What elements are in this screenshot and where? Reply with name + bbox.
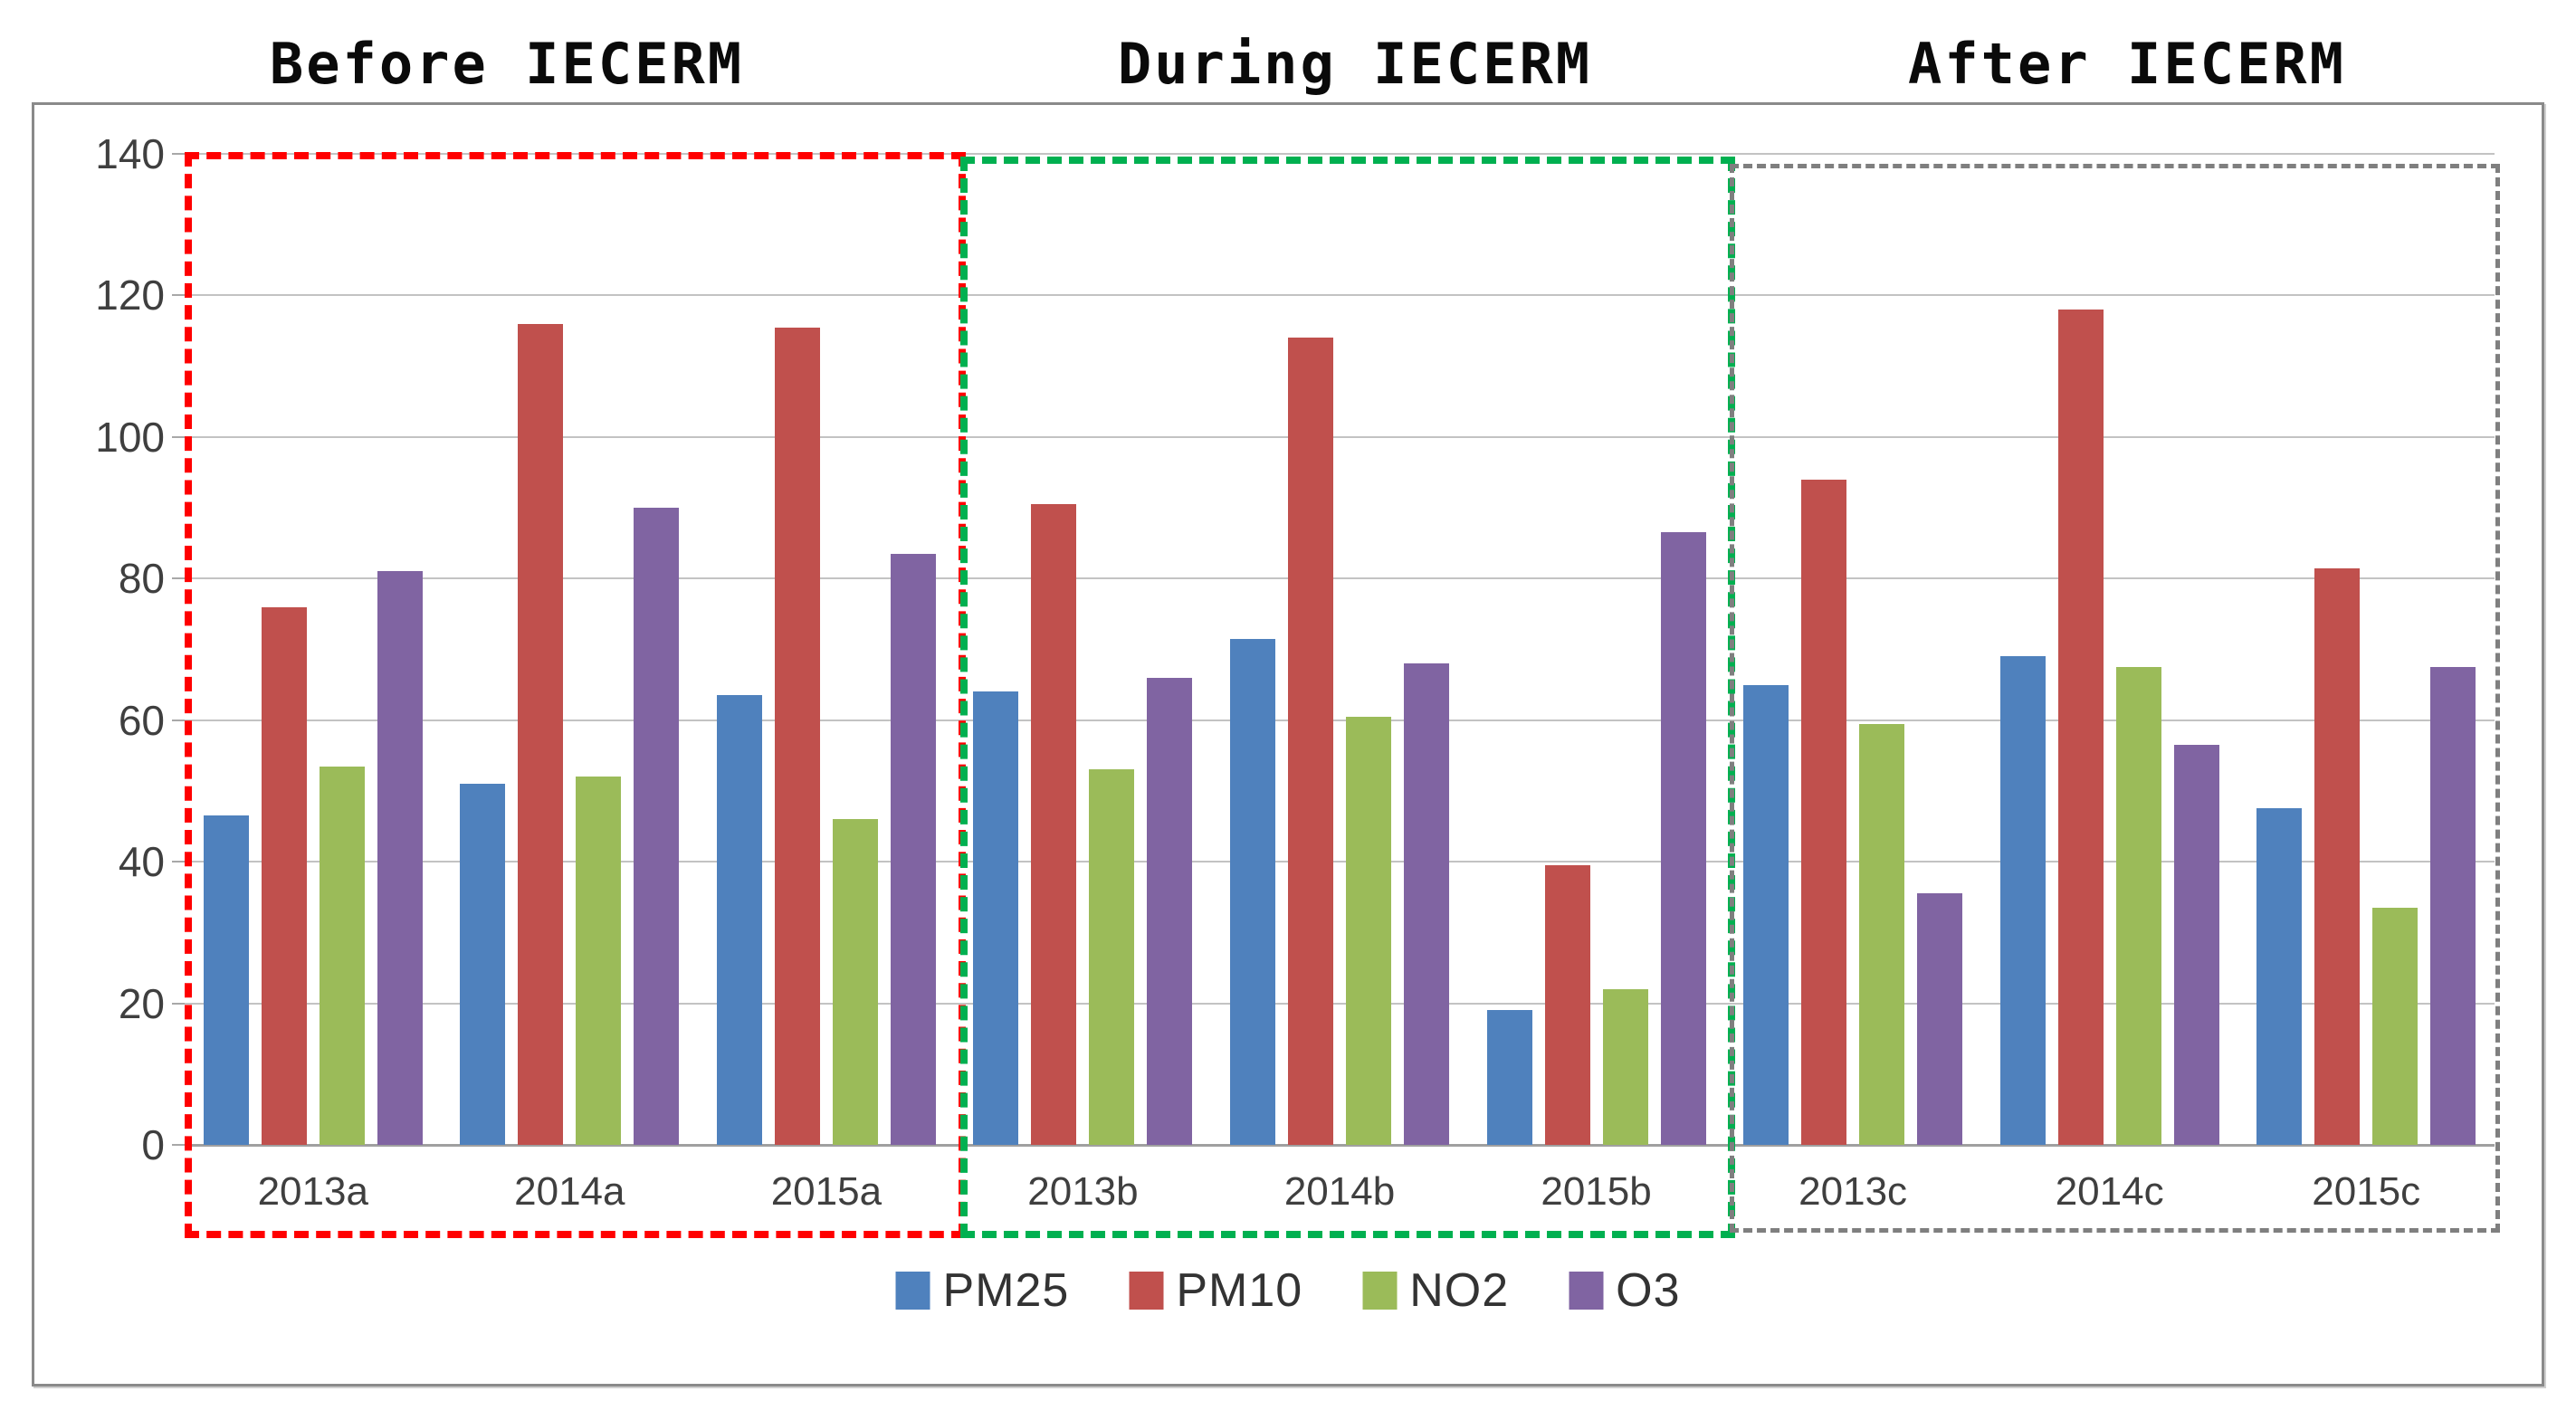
gridline-80 (185, 577, 2495, 580)
y-tick-mark (172, 294, 185, 297)
y-axis-label-60: 60 (118, 696, 165, 744)
bar-PM10-2014b (1288, 338, 1333, 1145)
legend-label-NO2: NO2 (1409, 1264, 1510, 1317)
section-box-after (1730, 164, 2500, 1233)
bar-PM10-2015b (1544, 865, 1590, 1145)
bar-O3-2013a (377, 571, 423, 1145)
bar-PM25-2014a (460, 784, 506, 1145)
legend-swatch-NO2 (1362, 1272, 1398, 1310)
y-axis-label-120: 120 (95, 272, 165, 319)
bar-NO2-2015b (1602, 988, 1648, 1145)
legend-item-PM10: PM10 (1129, 1263, 1302, 1318)
y-tick-mark (172, 435, 185, 438)
bar-O3-2013c (1917, 893, 1963, 1145)
bar-NO2-2014c (2115, 667, 2161, 1145)
bar-NO2-2014a (576, 777, 622, 1145)
gridline-20 (185, 1002, 2495, 1005)
y-axis-label-20: 20 (118, 979, 165, 1027)
bar-O3-2015c (2430, 667, 2476, 1145)
bar-O3-2014c (2173, 745, 2219, 1145)
bar-PM10-2014a (518, 323, 564, 1145)
x-axis-label-2014b: 2014b (1283, 1169, 1396, 1214)
bar-NO2-2015c (2372, 907, 2419, 1145)
y-axis-label-100: 100 (95, 413, 165, 461)
x-axis-label-2014c: 2014c (2055, 1169, 2164, 1214)
bar-PM25-2015b (1486, 1010, 1532, 1145)
bar-NO2-2013b (1089, 769, 1135, 1145)
bar-PM10-2015a (774, 327, 820, 1145)
y-tick-mark (172, 153, 185, 155)
gridline-100 (185, 435, 2495, 438)
x-axis-label-2015a: 2015a (770, 1169, 883, 1214)
bar-PM25-2013b (973, 691, 1019, 1145)
bar-PM10-2013a (261, 606, 307, 1145)
bar-O3-2013b (1147, 677, 1193, 1145)
legend-label-PM10: PM10 (1176, 1264, 1303, 1317)
bar-NO2-2015a (832, 819, 878, 1145)
section-title-after: After IECERM (1908, 31, 2346, 97)
legend-swatch-PM25 (895, 1272, 930, 1310)
y-tick-mark (172, 861, 185, 863)
section-title-before: Before IECERM (269, 31, 745, 97)
bar-PM25-2015c (2256, 808, 2303, 1145)
gridline-40 (185, 861, 2495, 863)
legend-swatch-O3 (1569, 1272, 1604, 1310)
section-box-before (185, 152, 966, 1238)
bar-O3-2015b (1660, 532, 1706, 1145)
bar-PM25-2013c (1743, 684, 1789, 1145)
legend-item-PM25: PM25 (895, 1263, 1070, 1318)
gridline-120 (185, 294, 2495, 297)
bar-PM25-2013a (203, 815, 249, 1145)
y-tick-mark (172, 1144, 185, 1146)
x-axis-label-2013b: 2013b (1027, 1169, 1139, 1214)
x-axis-label-2015b: 2015b (1541, 1169, 1652, 1214)
x-axis-label-2014a: 2014a (514, 1169, 625, 1214)
bar-PM25-2015a (716, 695, 762, 1145)
bar-O3-2014b (1404, 663, 1449, 1145)
bar-PM10-2013c (1801, 479, 1847, 1145)
x-axis-line (185, 1144, 2495, 1147)
x-axis-label-2013a: 2013a (257, 1169, 368, 1214)
bar-PM10-2015c (2314, 567, 2361, 1145)
legend-label-PM25: PM25 (942, 1264, 1070, 1317)
legend-item-O3: O3 (1569, 1263, 1680, 1318)
y-tick-mark (172, 577, 185, 580)
legend: PM25 PM10 NO2 O3 (895, 1263, 1681, 1318)
bar-NO2-2013c (1859, 723, 1905, 1145)
bar-NO2-2014b (1346, 716, 1391, 1145)
section-title-during: During IECERM (1117, 31, 1593, 97)
y-tick-mark (172, 719, 185, 721)
legend-label-O3: O3 (1616, 1264, 1681, 1317)
section-box-during (959, 157, 1736, 1238)
legend-item-NO2: NO2 (1362, 1263, 1509, 1318)
bar-PM25-2014c (1999, 656, 2046, 1145)
x-axis-label-2015c: 2015c (2312, 1169, 2421, 1214)
bar-O3-2015a (890, 553, 936, 1145)
bar-PM10-2013b (1031, 504, 1077, 1145)
bar-PM10-2014c (2057, 310, 2104, 1145)
gridline-140 (185, 153, 2495, 155)
legend-swatch-PM10 (1129, 1272, 1164, 1310)
bar-NO2-2013a (319, 766, 365, 1145)
y-axis-label-40: 40 (118, 838, 165, 886)
y-axis-label-80: 80 (118, 555, 165, 603)
gridline-60 (185, 719, 2495, 721)
y-axis-label-140: 140 (95, 130, 165, 177)
x-axis-label-2013c: 2013c (1798, 1169, 1908, 1214)
bar-O3-2014a (634, 508, 680, 1145)
y-axis-label-0: 0 (141, 1121, 165, 1168)
bar-PM25-2014b (1230, 638, 1275, 1145)
y-tick-mark (172, 1002, 185, 1005)
